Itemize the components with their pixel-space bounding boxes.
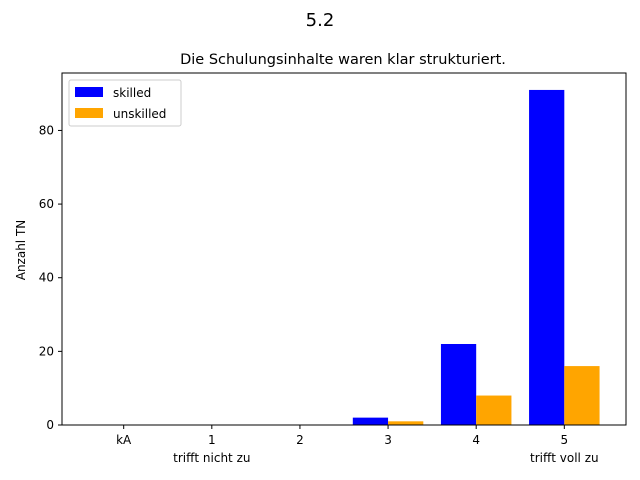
chart-suptitle: 5.2 [306, 10, 335, 31]
y-tick-label: 20 [39, 344, 54, 358]
x-tick-label: 1 [208, 433, 216, 447]
axes-group: 0 20 40 60 80 kA 1 trifft nicht zu 2 3 4 5 trifft vo… [39, 72, 627, 465]
bar-unskilled-4 [476, 395, 512, 425]
y-tick-label: 80 [39, 123, 54, 137]
x-tick-sublabel: trifft nicht zu [173, 451, 250, 465]
legend-label-skilled: skilled [113, 86, 151, 100]
x-tick-sublabel: trifft voll zu [530, 451, 599, 465]
y-tick-label: 0 [46, 418, 54, 432]
bar-unskilled-3 [388, 421, 424, 425]
bar-skilled-4 [440, 343, 477, 425]
legend-swatch-unskilled [75, 108, 103, 118]
bar-skilled-5 [529, 89, 565, 425]
legend: skilled unskilled [68, 79, 182, 127]
chart-title: Die Schulungsinhalte waren klar struktur… [180, 52, 506, 68]
legend-swatch-skilled [75, 87, 103, 97]
x-tick-label: 4 [472, 433, 480, 447]
y-tick-label: 60 [39, 197, 54, 211]
x-tick-label: 2 [296, 433, 304, 447]
x-tick-label: 5 [560, 433, 568, 447]
legend-label-unskilled: unskilled [113, 107, 166, 121]
bars-group [352, 89, 600, 425]
x-tick-label: 3 [384, 433, 392, 447]
x-tick-label: kA [116, 433, 132, 447]
y-tick-label: 40 [39, 271, 54, 285]
y-axis-label: Anzahl TN [14, 220, 28, 281]
bar-unskilled-5 [564, 366, 600, 425]
bar-skilled-3 [352, 417, 389, 425]
plot-frame [61, 72, 627, 426]
